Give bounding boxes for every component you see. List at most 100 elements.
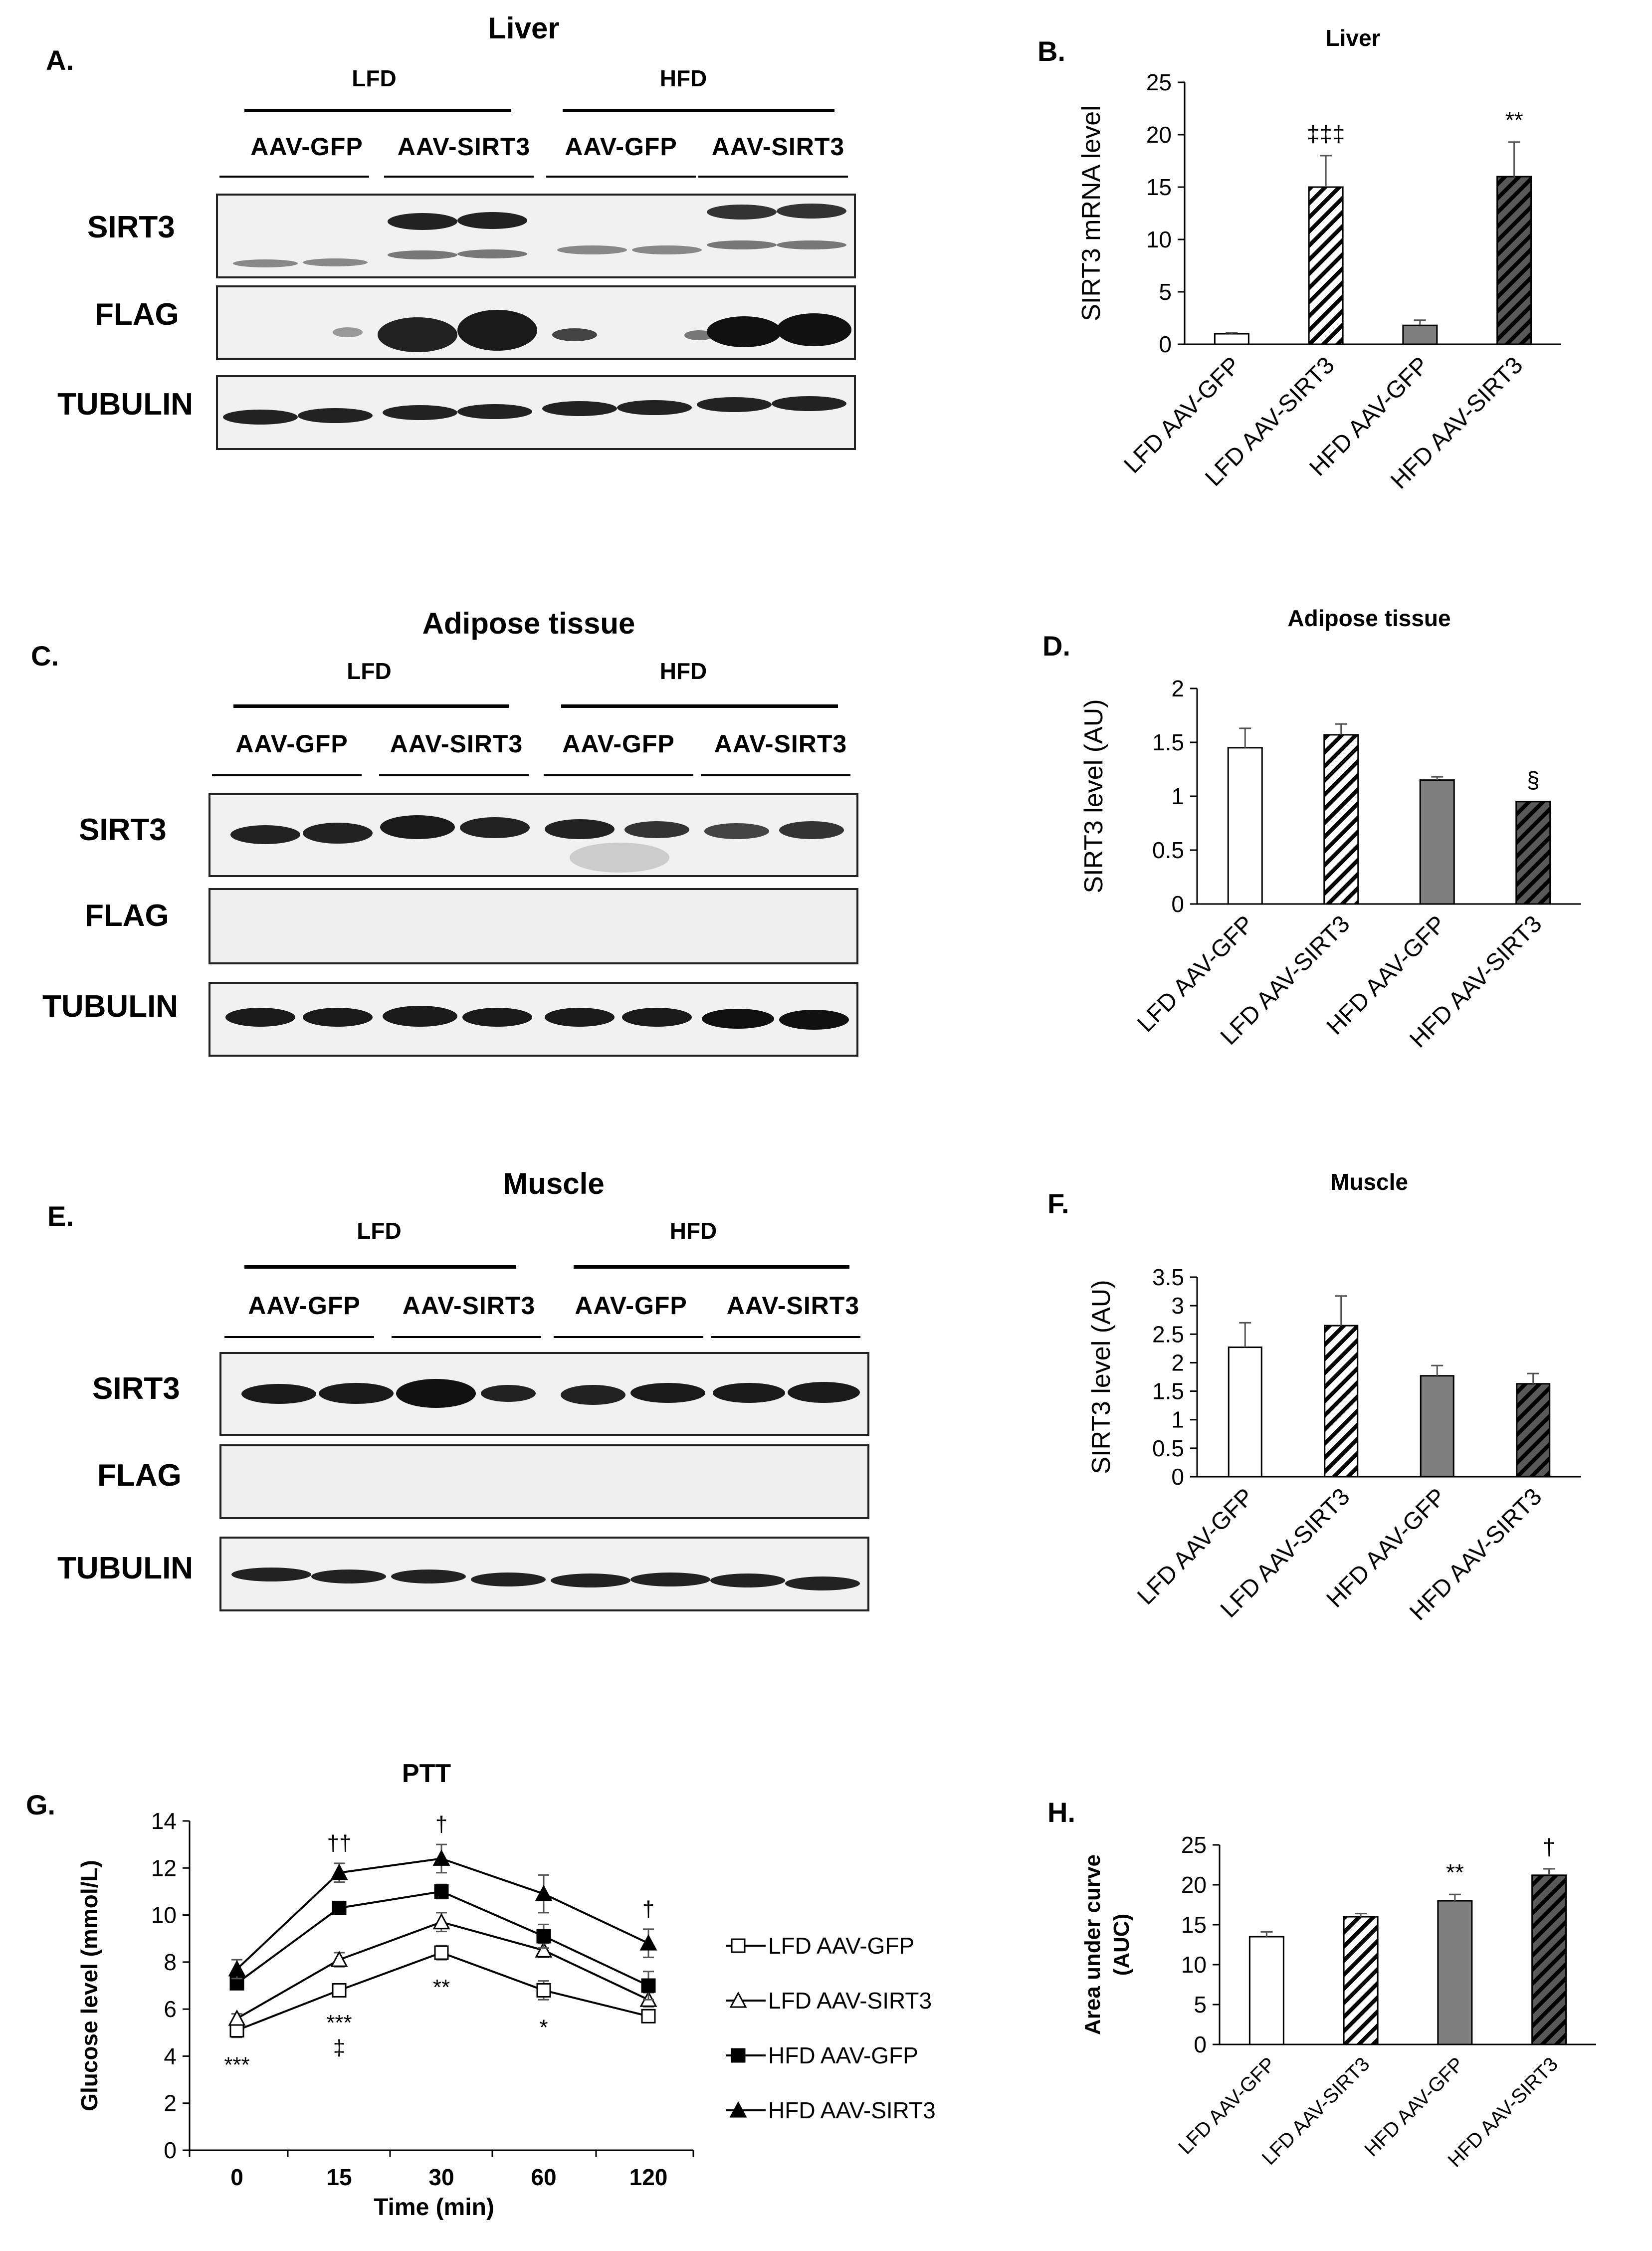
panel-label-g: G.	[26, 1789, 56, 1820]
chart-h: 0 5 10 15 20 25 Area under curve (AUC) LFD AAV-G…	[1080, 1832, 1596, 2172]
blot-title-muscle: Muscle	[503, 1167, 605, 1200]
y-tick-label: 1.5	[1152, 729, 1184, 755]
x-tick-label: 120	[629, 2164, 668, 2190]
bar	[1420, 1375, 1454, 1478]
blot-band	[630, 1383, 705, 1403]
x-tick-label: 15	[326, 2164, 352, 2190]
significance-mark: ‡‡‡	[1307, 121, 1345, 147]
blot-band	[462, 1008, 532, 1027]
construct-label: AAV-GFP	[565, 133, 677, 161]
blot-band	[624, 821, 689, 838]
y-tick-label: 2	[1171, 675, 1184, 701]
y-tick-label: 1	[1171, 783, 1184, 809]
construct-label: AAV-SIRT3	[714, 730, 847, 758]
y-tick-label: 25	[1146, 69, 1172, 95]
construct-line	[224, 1336, 374, 1338]
blot-band	[542, 401, 617, 416]
x-tick-label: 60	[531, 2164, 556, 2190]
y-axis-label-line: Area under curve	[1080, 1854, 1105, 2035]
blot-band	[561, 1385, 625, 1405]
blot-strip-sirt3	[219, 1352, 869, 1436]
blot-strip-tubulin	[219, 1537, 869, 1611]
chart-title: Adipose tissue	[1287, 605, 1450, 631]
legend: LFD AAV-GFP LFD AAV-SIRT3 HFD AAV-GFP HFD A…	[726, 1933, 936, 2123]
blot-strip-sirt3	[216, 194, 856, 278]
bar	[1437, 1900, 1473, 2045]
construct-line	[392, 1336, 541, 1338]
blot-band	[378, 317, 457, 352]
blot-band	[570, 843, 669, 873]
chart-title: Muscle	[1330, 1169, 1408, 1195]
legend-label: HFD AAV-GFP	[768, 2042, 918, 2068]
bar	[1308, 186, 1344, 345]
y-axis-label: Area under curve (AUC)	[1080, 1854, 1134, 2035]
construct-line	[212, 774, 362, 776]
diet-line-hfd	[561, 704, 838, 708]
blot-band	[457, 249, 527, 258]
diet-label-hfd: HFD	[669, 1218, 717, 1244]
x-tick-label: 0	[230, 2164, 243, 2190]
significance-mark: ‡	[333, 2035, 345, 2060]
blot-band	[460, 817, 530, 838]
blot-row-label: FLAG	[95, 297, 179, 332]
y-tick-label: 3	[1171, 1293, 1184, 1319]
blot-band	[380, 815, 455, 839]
blot-row-label: FLAG	[97, 1458, 182, 1493]
legend-label: HFD AAV-SIRT3	[768, 2097, 936, 2123]
y-tick-label: 20	[1181, 1872, 1207, 1898]
blot-band	[396, 1379, 476, 1408]
panel-label-c: C.	[31, 640, 59, 672]
diet-label-lfd: LFD	[357, 1218, 402, 1244]
legend-marker	[729, 1991, 747, 2008]
blot-band	[241, 1384, 316, 1404]
y-tick-label: 10	[151, 1902, 177, 1928]
y-tick-label: 8	[164, 1949, 177, 1975]
blot-band	[225, 1008, 295, 1027]
blot-strip-flag	[216, 285, 856, 360]
data-point	[330, 1950, 348, 1967]
bar	[1419, 779, 1455, 905]
series-line	[236, 1921, 649, 2020]
y-tick-label: 0	[1171, 1464, 1184, 1490]
panel-label-b: B.	[1037, 35, 1065, 67]
y-tick-label: 0	[1171, 891, 1184, 917]
blot-band	[303, 258, 368, 266]
diet-line-hfd	[563, 109, 834, 112]
construct-label: AAV-GFP	[250, 133, 363, 161]
y-tick-label: 0.5	[1152, 1435, 1184, 1461]
bar	[1228, 1347, 1262, 1478]
data-point	[641, 2009, 656, 2024]
blot-band	[704, 823, 769, 839]
diet-label-hfd: HFD	[659, 658, 707, 684]
y-tick-label: 5	[1159, 279, 1172, 305]
y-tick-label: 0	[164, 2137, 177, 2163]
construct-label: AAV-SIRT3	[726, 1292, 860, 1320]
diet-line-lfd	[244, 109, 511, 112]
blot-band	[777, 240, 846, 249]
blot-band	[617, 400, 692, 415]
blot-band	[551, 1574, 630, 1587]
construct-label: AAV-SIRT3	[390, 730, 523, 758]
y-axis-label: Glucose level (mmol/L)	[76, 1860, 102, 2111]
blot-band	[230, 825, 300, 844]
blot-row-label: SIRT3	[92, 1371, 180, 1406]
y-tick-label: 4	[164, 2043, 177, 2069]
blot-band	[233, 259, 298, 267]
data-point	[434, 1884, 449, 1899]
legend-marker	[731, 1938, 746, 1953]
blot-band	[632, 245, 702, 254]
blot-band	[552, 328, 597, 341]
bar	[1343, 1916, 1379, 2045]
y-tick-label: 2	[164, 2090, 177, 2116]
construct-line	[711, 1336, 860, 1338]
legend-label: LFD AAV-GFP	[768, 1933, 914, 1959]
y-tick-label: 15	[1181, 1912, 1207, 1938]
significance-mark: ***	[224, 2053, 249, 2077]
construct-line	[384, 176, 534, 178]
blot-band	[777, 204, 846, 219]
blot-title-liver: Liver	[488, 11, 560, 45]
blot-band	[383, 1006, 457, 1027]
y-tick-label: 2.5	[1152, 1321, 1184, 1347]
blot-band	[311, 1570, 386, 1583]
y-axis-label-line: (AUC)	[1109, 1914, 1134, 1976]
